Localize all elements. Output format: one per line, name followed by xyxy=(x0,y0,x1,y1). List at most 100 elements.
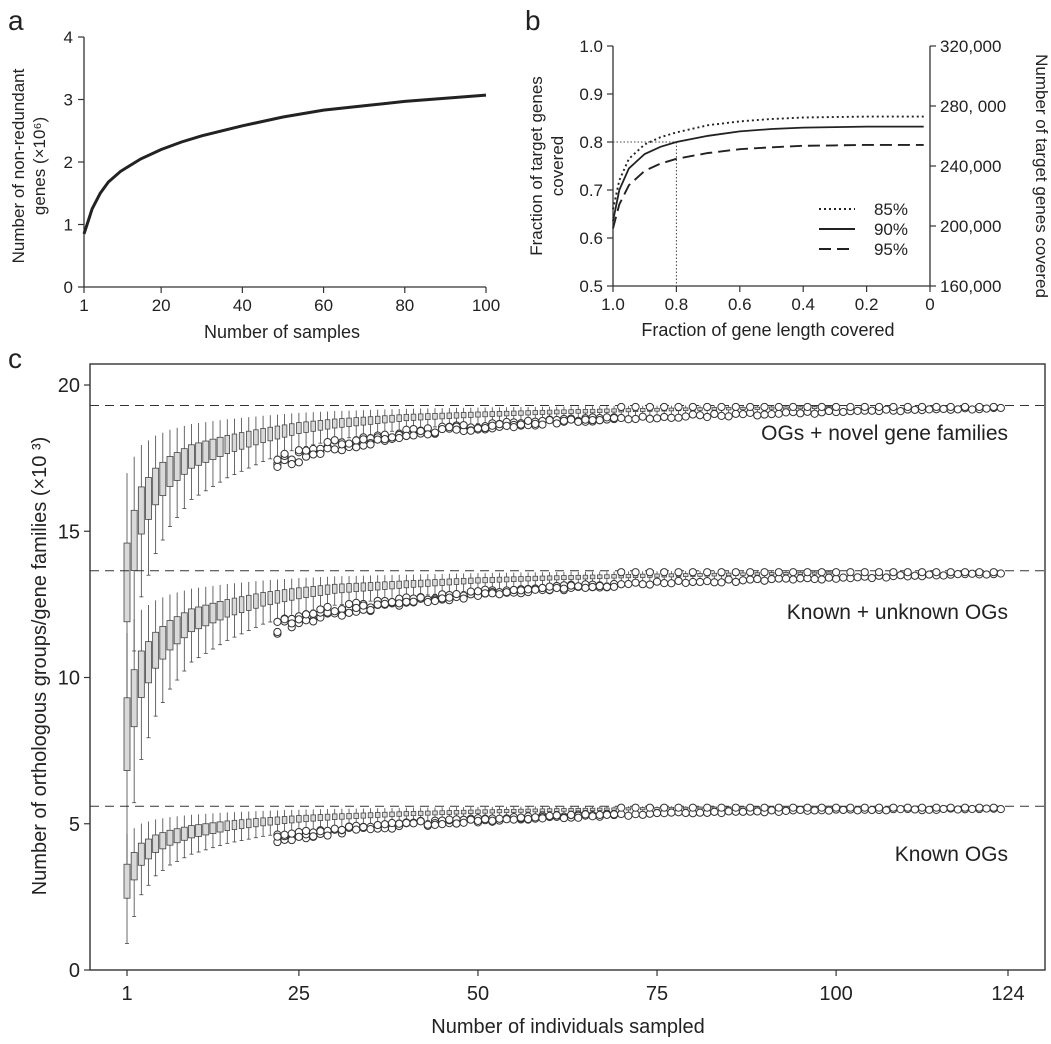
chart-c-box xyxy=(202,440,210,463)
chart-c-box xyxy=(246,430,252,448)
chart-c-outlier xyxy=(294,458,304,467)
chart-c-outlier xyxy=(617,580,626,589)
chart-c-outlier xyxy=(932,803,941,812)
chart-c-box xyxy=(360,812,367,819)
chart-c-outlier xyxy=(968,569,977,578)
chart-c-box xyxy=(267,817,273,826)
chart-a-ytick-label: 3 xyxy=(64,91,73,110)
chart-c-box xyxy=(303,814,309,823)
chart-c-box xyxy=(403,811,410,817)
chart-c-box xyxy=(188,825,195,839)
chart-c-outlier xyxy=(667,579,676,588)
chart-c-outlier xyxy=(566,415,576,424)
chart-c-box xyxy=(597,807,603,811)
chart-c-box xyxy=(611,807,617,811)
chart-c-box xyxy=(589,807,596,812)
chart-c-outlier xyxy=(882,806,891,815)
chart-c-outlier xyxy=(352,436,361,445)
chart-c-box xyxy=(238,819,245,830)
chart-c-box xyxy=(303,586,309,599)
chart-c-box xyxy=(145,641,152,684)
chart-c-outlier xyxy=(309,609,318,618)
chart-c-outlier xyxy=(330,824,339,833)
chart-c-box xyxy=(353,417,359,427)
chart-c-outlier xyxy=(688,803,697,812)
chart-c-outlier xyxy=(545,811,554,820)
chart-c-outlier xyxy=(473,424,483,433)
chart-b-xtick-label: 0 xyxy=(925,295,934,314)
chart-c-outlier xyxy=(359,823,368,832)
chart-c-box xyxy=(145,477,152,520)
chart-c-outlier xyxy=(344,439,354,448)
chart-c-outlier xyxy=(588,582,597,592)
chart-c-ytick-label: 20 xyxy=(58,375,80,397)
chart-c-outlier xyxy=(710,409,719,419)
chart-c-outlier xyxy=(717,803,726,812)
chart-c-box xyxy=(460,809,467,815)
chart-c-outlier xyxy=(502,815,511,824)
chart-c-outlier xyxy=(524,814,533,824)
chart-c-box xyxy=(468,577,474,584)
chart-c-box xyxy=(539,808,546,813)
chart-c-outlier xyxy=(660,402,669,412)
chart-c-box xyxy=(518,410,524,416)
chart-a-xtick-label: 40 xyxy=(233,296,252,315)
chart-c-box xyxy=(496,809,503,814)
chart-c-outlier xyxy=(638,580,647,589)
chart-c-box xyxy=(152,467,160,506)
chart-c-box xyxy=(446,578,453,586)
chart-c-outlier xyxy=(531,585,540,594)
chart-c-outlier xyxy=(373,435,382,444)
chart-c-outlier xyxy=(595,810,604,820)
chart-c-outlier xyxy=(796,574,805,583)
chart-c-outlier xyxy=(925,570,934,579)
chart-c-box xyxy=(123,697,131,771)
chart-c-box xyxy=(711,572,718,577)
chart-c-outlier xyxy=(574,813,583,822)
chart-c-box xyxy=(446,810,453,815)
chart-c-box xyxy=(353,582,359,593)
chart-c-box xyxy=(346,583,352,593)
chart-c-outlier xyxy=(853,406,862,416)
chart-c-box xyxy=(697,407,703,411)
chart-b-y2tick-label: 160,000 xyxy=(940,277,1001,296)
chart-c-outlier xyxy=(731,568,740,577)
chart-c-box xyxy=(539,575,546,581)
chart-c-box xyxy=(682,407,689,411)
chart-c-outlier xyxy=(946,568,955,577)
chart-c-box xyxy=(332,418,338,429)
chart-c-outlier xyxy=(495,814,504,823)
chart-c-outlier xyxy=(660,803,669,812)
chart-c-box xyxy=(410,580,417,588)
chart-c-outlier xyxy=(939,804,948,814)
chart-c-outlier xyxy=(588,415,597,425)
chart-c-outlier xyxy=(710,578,719,587)
chart-c-box xyxy=(332,583,338,594)
chart-c-outlier xyxy=(889,803,898,812)
chart-c-box xyxy=(238,432,245,450)
chart-c-outlier xyxy=(789,568,798,577)
chart-c-outlier xyxy=(402,818,411,828)
chart-c-box xyxy=(575,409,581,414)
chart-c-outlier xyxy=(624,415,633,424)
chart-b-line-90pct xyxy=(612,125,924,222)
chart-a-xtick-label: 100 xyxy=(472,296,500,315)
chart-c-box xyxy=(725,407,732,411)
chart-c-box xyxy=(202,604,210,627)
chart-c-box xyxy=(296,587,302,600)
chart-c-outlier xyxy=(853,573,862,582)
chart-c-outlier xyxy=(660,579,669,588)
chart-c-box xyxy=(568,808,574,812)
chart-c-outlier xyxy=(946,402,955,412)
chart-c-box xyxy=(561,409,567,415)
chart-c-outlier xyxy=(760,803,769,812)
chart-c-box xyxy=(310,814,316,822)
chart-c-outlier xyxy=(581,415,590,424)
chart-c-outlier xyxy=(545,582,554,591)
chart-c-outlier xyxy=(645,414,654,423)
chart-c-box xyxy=(166,620,174,651)
chart-b-xtick-label: 1.0 xyxy=(601,295,625,314)
chart-a-ytick-label: 1 xyxy=(64,216,73,235)
chart-c-box xyxy=(180,612,188,639)
chart-c-outlier xyxy=(717,568,726,577)
